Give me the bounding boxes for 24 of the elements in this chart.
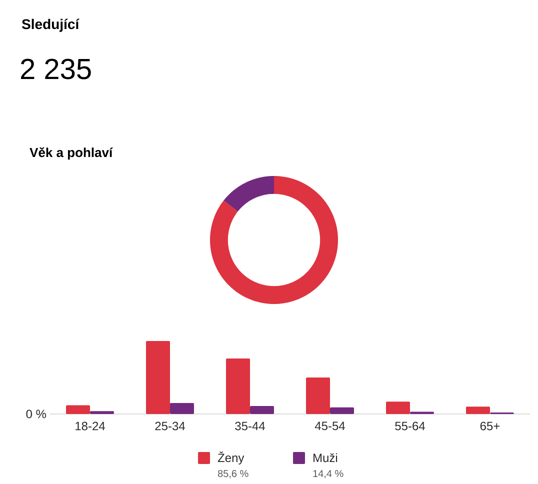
text: Věk a pohlaví bbox=[30, 147, 113, 160]
x-tick-label: 65+ bbox=[480, 422, 500, 430]
bar bbox=[226, 358, 250, 414]
bar bbox=[170, 403, 194, 414]
x-tick-label: 45-54 bbox=[314, 422, 345, 430]
text: Sledující bbox=[22, 18, 80, 32]
x-tick-label: 18-24 bbox=[76, 422, 105, 430]
x-tick-label: 35-44 bbox=[235, 422, 265, 430]
bar bbox=[466, 406, 490, 414]
text: 0 % bbox=[26, 410, 46, 418]
bar bbox=[386, 402, 410, 414]
bar bbox=[146, 340, 170, 414]
data-label: 14,4 % bbox=[313, 470, 344, 478]
x-tick-label: 55-64 bbox=[395, 422, 425, 430]
bar bbox=[330, 407, 354, 414]
bar bbox=[90, 411, 114, 414]
bar bbox=[306, 377, 330, 414]
bar bbox=[250, 406, 274, 414]
bar bbox=[66, 405, 90, 414]
legend-label: Muži bbox=[314, 453, 338, 462]
legend-label: Ženy bbox=[218, 451, 244, 464]
data-label: 85,6 % bbox=[218, 470, 248, 478]
text: 2 235 bbox=[21, 58, 91, 80]
x-tick-label: 25-34 bbox=[155, 422, 185, 430]
